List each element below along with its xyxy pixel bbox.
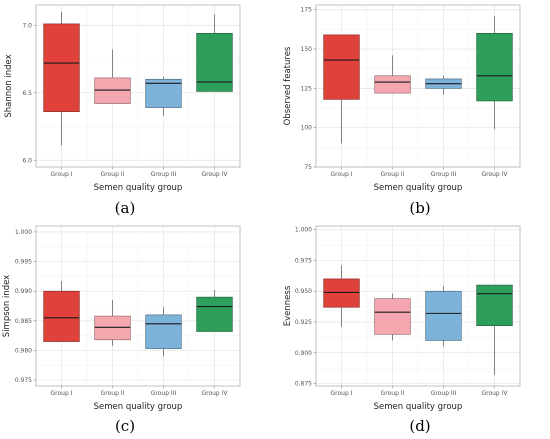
x-tick-label: Group II (101, 390, 125, 397)
x-tick-label: Group II (381, 390, 405, 397)
box-1 (43, 281, 80, 342)
panel-a: 6.0 6.5 7.0 Group I Group II Group III Group I… (4, 4, 241, 217)
y-tick-label: 0.975 (295, 257, 312, 264)
y-tick-label: 150 (301, 46, 313, 53)
box-iqr (145, 314, 182, 349)
y-tick-label: 7.0 (22, 22, 32, 29)
box-iqr (476, 33, 513, 102)
box-3 (425, 286, 462, 347)
x-tick-label: Group IV (481, 390, 508, 397)
y-tick-label: 125 (301, 85, 313, 92)
box-4 (476, 284, 513, 375)
box-3 (145, 307, 182, 357)
y-tick-label: 100 (301, 125, 313, 132)
box-4 (476, 16, 513, 130)
box-iqr (374, 298, 411, 335)
x-tick-label: Group IV (201, 390, 228, 397)
box-iqr (374, 75, 411, 94)
box-4 (196, 14, 233, 92)
box-2 (374, 293, 411, 341)
y-tick-label: 175 (301, 7, 313, 14)
y-tick-label: 6.0 (22, 157, 32, 164)
box-iqr (94, 315, 131, 341)
box-2 (94, 300, 131, 346)
box-iqr (43, 23, 80, 112)
y-tick-label: 1.000 (295, 227, 312, 234)
x-tick-label: Group I (51, 390, 73, 397)
y-tick-label: 1.000 (15, 229, 32, 236)
box-1 (323, 265, 360, 327)
x-tick-label: Group IV (481, 171, 508, 178)
x-tick-label: Group I (331, 390, 353, 397)
box-iqr (323, 278, 360, 308)
box-iqr (425, 290, 462, 341)
y-tick-label: 75 (304, 164, 312, 171)
box-2 (374, 55, 411, 94)
box-iqr (476, 284, 513, 326)
y-tick-label: 0.995 (15, 259, 32, 266)
x-tick-label: Group II (381, 171, 405, 178)
box-1 (43, 11, 80, 146)
x-axis-title: Semen quality group (374, 183, 463, 193)
y-axis-title: Evenness (283, 285, 293, 326)
box-1 (323, 34, 360, 144)
x-axis-title: Semen quality group (374, 402, 463, 412)
box-4 (196, 290, 233, 332)
box-iqr (94, 77, 131, 104)
x-tick-label: Group III (151, 390, 177, 397)
x-tick-label: Group II (101, 171, 125, 178)
panel-label: (d) (409, 417, 430, 435)
y-tick-label: 0.985 (15, 318, 32, 325)
plot-border (315, 4, 521, 168)
box-2 (94, 49, 131, 104)
y-tick-label: 0.875 (295, 381, 312, 388)
y-tick-label: 0.925 (295, 319, 312, 326)
panel-label: (b) (409, 199, 430, 217)
box-iqr (323, 34, 360, 100)
y-axis-title: Shannon index (4, 54, 14, 117)
x-tick-label: Group III (431, 171, 457, 178)
box-3 (425, 75, 462, 95)
y-tick-label: 0.980 (15, 347, 32, 354)
plot-border (35, 225, 241, 387)
x-tick-label: Group I (51, 171, 73, 178)
x-tick-label: Group IV (201, 171, 228, 178)
x-axis-title: Semen quality group (94, 183, 183, 193)
y-tick-label: 0.900 (295, 350, 312, 357)
box-3 (145, 76, 182, 116)
plot-border (35, 4, 241, 168)
y-axis-title: Simpson index (2, 275, 12, 337)
panel-d: 0.875 0.900 0.925 0.950 0.975 1.000 Group I Gro… (283, 225, 521, 435)
panel-label: (a) (115, 199, 136, 217)
x-tick-label: Group III (151, 171, 177, 178)
box-iqr (145, 78, 182, 108)
plot-border (315, 225, 521, 387)
y-tick-label: 0.990 (15, 288, 32, 295)
y-tick-label: 0.950 (295, 288, 312, 295)
x-axis-title: Semen quality group (94, 402, 183, 412)
y-axis-title: Observed features (283, 46, 293, 125)
panel-b: 75 100 125 150 175 Group I Group II Group III Gr… (283, 4, 521, 217)
x-tick-label: Group III (431, 390, 457, 397)
box-iqr (196, 296, 233, 332)
y-tick-label: 0.975 (15, 377, 32, 384)
panel-c: 0.975 0.980 0.985 0.990 0.995 1.000 Group I Gro… (2, 225, 241, 435)
box-iqr (43, 290, 80, 342)
y-tick-label: 6.5 (22, 90, 32, 97)
panel-label: (c) (115, 417, 135, 435)
box-iqr (196, 33, 233, 92)
x-tick-label: Group I (331, 171, 353, 178)
